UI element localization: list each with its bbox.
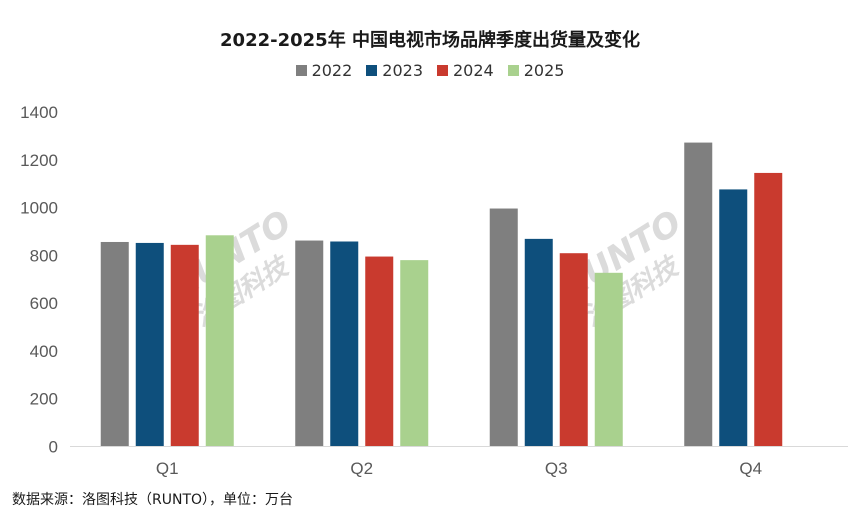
source-note: 数据来源：洛图科技（RUNTO），单位：万台 [12, 492, 294, 508]
legend-label: 2022 [311, 61, 353, 80]
y-tick-label: 1200 [20, 151, 58, 170]
chart-title: 2022-2025年 中国电视市场品牌季度出货量及变化 [220, 30, 640, 51]
legend-swatch [507, 65, 519, 76]
legend-item-2024: 2024 [437, 61, 494, 80]
y-tick-label: 200 [30, 390, 58, 409]
legend-label: 2023 [382, 61, 423, 80]
bar-2025-Q3 [594, 272, 623, 447]
legend-item-2025: 2025 [507, 61, 565, 80]
y-tick-label: 1000 [20, 199, 58, 218]
y-tick-label: 600 [30, 294, 58, 313]
bar-2023-Q1 [135, 242, 164, 447]
bar-2025-Q1 [205, 235, 234, 447]
bar-2023-Q3 [524, 238, 553, 447]
legend-item-2022: 2022 [295, 61, 353, 80]
legend-label: 2024 [453, 61, 494, 80]
legend-swatch [366, 65, 378, 76]
bar-2023-Q4 [719, 189, 748, 447]
bar-2022-Q2 [295, 240, 324, 447]
y-tick-label: 0 [49, 438, 58, 457]
bar-2024-Q2 [365, 256, 394, 447]
bar-2024-Q1 [170, 244, 199, 447]
x-tick-label: Q1 [156, 459, 179, 478]
bar-2023-Q2 [330, 241, 359, 447]
y-tick-label: 1400 [20, 103, 58, 122]
legend-label: 2025 [523, 61, 565, 80]
legend: 2022 2023 2024 2025 [0, 61, 860, 80]
bar-2022-Q1 [100, 241, 129, 447]
bar-2022-Q3 [489, 208, 518, 447]
bar-2024-Q3 [559, 253, 588, 447]
bar-2025-Q2 [400, 260, 429, 447]
y-tick-label: 800 [30, 246, 58, 265]
bar-2022-Q4 [684, 142, 713, 447]
legend-item-2023: 2023 [366, 61, 423, 80]
x-tick-label: Q4 [739, 459, 762, 478]
x-tick-label: Q3 [545, 459, 568, 478]
legend-swatch [437, 65, 448, 76]
x-tick-label: Q2 [350, 459, 373, 478]
bar-2024-Q4 [754, 172, 783, 447]
y-tick-label: 400 [30, 342, 58, 361]
legend-swatch [295, 65, 307, 76]
